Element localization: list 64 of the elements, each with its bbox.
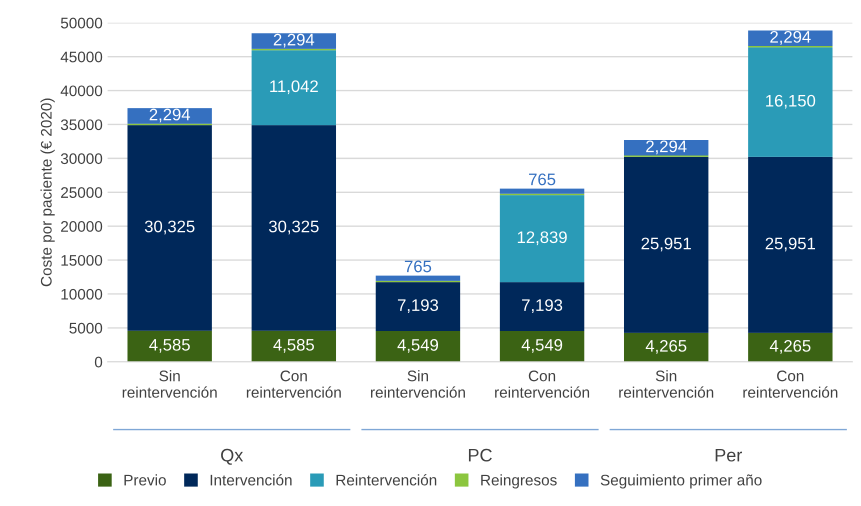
legend-label: Intervención (210, 474, 292, 486)
data-label: 11,042 (270, 80, 318, 94)
data-label: 4,265 (646, 340, 686, 354)
data-label: 16,150 (766, 94, 816, 109)
data-label: 4,549 (397, 339, 438, 353)
bar (748, 47, 833, 157)
x-tick-label: Con reintervención (743, 370, 838, 398)
bar (500, 282, 584, 331)
x-tick-label: Sin reintervención (370, 370, 465, 398)
data-label: 4,585 (273, 338, 314, 353)
y-tick-label: 10000 (61, 288, 102, 300)
bar (748, 156, 833, 333)
y-tick-label: 50000 (60, 18, 102, 28)
data-label: 25,951 (766, 238, 816, 252)
data-label: 2,294 (274, 34, 314, 48)
bar (376, 276, 460, 281)
x-tick-label: Sin reintervención (619, 370, 714, 398)
y-tick-label: 45000 (60, 52, 102, 62)
text: Per (716, 448, 742, 462)
y-tick-label: 30000 (60, 153, 102, 164)
bar (500, 188, 584, 194)
data-label: 2,294 (770, 30, 811, 45)
legend-label: Reingresos (481, 474, 557, 489)
text: PC (468, 448, 492, 462)
bar (376, 282, 460, 331)
bar (252, 125, 336, 331)
legend-label: Reintervención (336, 474, 436, 486)
data-label: 7,193 (522, 299, 562, 314)
y-tick-label: 5000 (69, 322, 102, 334)
data-label: 30,325 (268, 220, 319, 234)
bar (624, 332, 708, 362)
data-label: 25,951 (642, 238, 691, 252)
y-tick-label: 40000 (60, 85, 102, 96)
bar (624, 156, 708, 333)
data-label: 4,549 (522, 339, 562, 353)
x-tick-label: Sin reintervención (122, 370, 217, 398)
data-label: 2,294 (646, 140, 687, 154)
bar (252, 330, 336, 362)
data-label: 4,585 (149, 338, 190, 353)
bar (376, 330, 460, 362)
bar (127, 330, 212, 362)
bar (500, 330, 584, 362)
x-tick-label: Con reintervención (495, 370, 590, 398)
data-label: 12,839 (518, 231, 567, 246)
y-tick-label: 20000 (61, 221, 102, 232)
x-tick-label: Con reintervención (246, 370, 341, 398)
legend-label: Previo (124, 474, 166, 486)
y-tick-label: 35000 (60, 119, 102, 130)
bar (252, 50, 336, 126)
y-tick-label: 0 (94, 356, 102, 368)
data-label: 30,325 (144, 220, 194, 234)
bar (748, 332, 833, 362)
y-tick-label: 15000 (61, 254, 102, 266)
y-axis-title: Coste por paciente (€ 2020) (40, 98, 55, 286)
data-label: 2,294 (150, 108, 190, 122)
y-tick-label: 25000 (61, 187, 102, 198)
data-label: 765 (529, 173, 556, 186)
data-label: 7,193 (398, 299, 438, 314)
bar (127, 125, 212, 331)
legend-label: Seguimiento primer año (600, 474, 762, 489)
data-label: 4,265 (770, 340, 810, 354)
text: Qx (221, 448, 244, 465)
data-label: 765 (404, 260, 432, 272)
bar (500, 195, 584, 282)
